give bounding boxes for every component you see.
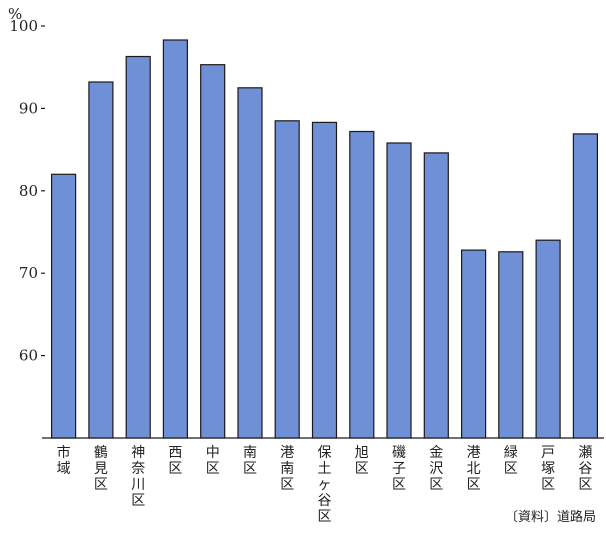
bar-4 bbox=[162, 39, 188, 439]
y-tick-label: 100 bbox=[9, 17, 38, 35]
bar-10 bbox=[386, 142, 412, 439]
bar-8 bbox=[311, 121, 338, 439]
bar-9 bbox=[349, 130, 375, 439]
bar-3 bbox=[125, 55, 151, 439]
bar-6 bbox=[237, 87, 263, 439]
bar-12 bbox=[461, 249, 487, 439]
x-category-label: 金沢区 bbox=[429, 445, 443, 493]
bars bbox=[50, 39, 599, 439]
x-category-label: 戸塚区 bbox=[541, 445, 555, 493]
x-category-label: 鶴見区 bbox=[94, 444, 108, 493]
x-category-label: 瀬谷区 bbox=[578, 445, 592, 493]
x-category-label: 港北区 bbox=[467, 445, 481, 493]
bar-2 bbox=[88, 81, 114, 439]
x-category-label: 緑区 bbox=[504, 445, 518, 477]
y-tick-label: 90 bbox=[19, 99, 38, 117]
bar-15 bbox=[572, 133, 599, 439]
x-category-label: 市域 bbox=[57, 444, 71, 477]
bar-11 bbox=[423, 152, 449, 439]
x-category-label: 港南区 bbox=[280, 445, 294, 493]
x-category-label: 神奈川区 bbox=[131, 445, 145, 509]
y-axis-unit-label: % bbox=[8, 5, 22, 23]
x-category-label: 保土ヶ谷区 bbox=[318, 445, 332, 525]
x-category-label: 西区 bbox=[168, 445, 182, 477]
bar-13 bbox=[498, 251, 524, 439]
bar-14 bbox=[535, 239, 561, 439]
y-tick-label: 80 bbox=[19, 182, 38, 200]
y-axis-ticks: 60 70 80 90 100 bbox=[9, 17, 45, 365]
y-tick-label: 60 bbox=[19, 347, 38, 365]
bar-7 bbox=[274, 120, 300, 439]
x-category-label: 磯子区 bbox=[392, 445, 406, 493]
bar-5 bbox=[200, 64, 226, 439]
x-category-label: 南区 bbox=[243, 445, 257, 477]
x-category-label: 旭区 bbox=[355, 445, 369, 477]
y-tick-label: 70 bbox=[19, 264, 38, 282]
bar-1 bbox=[50, 173, 77, 439]
source-note: 〔資料〕道路局 bbox=[505, 509, 596, 525]
x-category-label: 中区 bbox=[206, 445, 220, 477]
